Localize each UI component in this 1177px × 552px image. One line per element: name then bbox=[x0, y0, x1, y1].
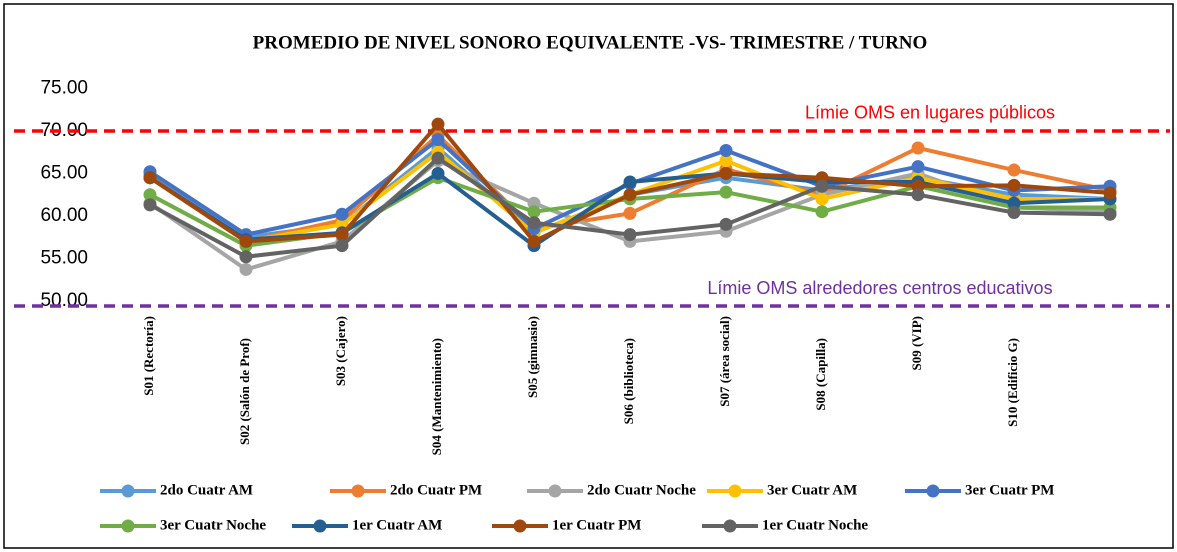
x-tick-label: S02 (Salón de Prof) bbox=[237, 338, 252, 445]
legend-marker bbox=[313, 519, 327, 533]
legend-marker bbox=[723, 519, 737, 533]
data-point bbox=[143, 198, 157, 212]
data-point bbox=[1007, 178, 1021, 192]
legend-label: 1er Cuatr Noche bbox=[762, 517, 868, 533]
data-point bbox=[527, 234, 541, 248]
data-point bbox=[1103, 186, 1117, 200]
data-point bbox=[1007, 196, 1021, 210]
legend-label: 3er Cuatr AM bbox=[767, 482, 857, 498]
reference-label: Límie OMS en lugares públicos bbox=[805, 103, 1055, 123]
data-point bbox=[719, 166, 733, 180]
legend-marker bbox=[351, 484, 365, 498]
x-tick-label: S04 (Mantenimiento) bbox=[429, 338, 444, 455]
legend-label: 1er Cuatr AM bbox=[352, 517, 442, 533]
data-point bbox=[1007, 163, 1021, 177]
y-tick-label: 75.00 bbox=[40, 78, 88, 99]
x-tick-label: S03 (Cajero) bbox=[333, 316, 348, 386]
y-tick-label: 60.00 bbox=[40, 205, 88, 226]
data-point bbox=[335, 228, 349, 242]
legend-label: 3er Cuatr PM bbox=[965, 482, 1054, 498]
legend-marker bbox=[513, 519, 527, 533]
data-point bbox=[527, 216, 541, 230]
legend-label: 1er Cuatr PM bbox=[552, 517, 641, 533]
data-point bbox=[431, 166, 445, 180]
legend-marker bbox=[926, 484, 940, 498]
data-point bbox=[143, 188, 157, 202]
x-tick-label: S01 (Rectoría) bbox=[141, 316, 156, 396]
y-tick-label: 65.00 bbox=[40, 162, 88, 183]
data-point bbox=[911, 188, 925, 202]
x-tick-label: S07 (área social) bbox=[717, 316, 732, 407]
data-point bbox=[431, 151, 445, 165]
x-tick-label: S10 (Edificio G) bbox=[1005, 338, 1020, 427]
legend-label: 2do Cuatr Noche bbox=[587, 482, 696, 498]
data-point bbox=[335, 239, 349, 253]
data-point bbox=[143, 171, 157, 185]
data-point bbox=[719, 185, 733, 199]
data-point bbox=[239, 234, 253, 248]
legend-marker bbox=[548, 484, 562, 498]
x-tick-label: S09 (VIP) bbox=[909, 316, 924, 371]
data-point bbox=[623, 228, 637, 242]
legend-label: 2do Cuatr PM bbox=[390, 482, 482, 498]
chart-title: PROMEDIO DE NIVEL SONORO EQUIVALENTE -VS… bbox=[253, 32, 928, 53]
legend-label: 3er Cuatr Noche bbox=[160, 517, 266, 533]
data-point bbox=[1103, 207, 1117, 221]
chart-frame bbox=[3, 3, 1174, 549]
data-point bbox=[623, 175, 637, 189]
y-tick-label: 55.00 bbox=[40, 247, 88, 268]
legend-marker bbox=[728, 484, 742, 498]
data-point bbox=[719, 217, 733, 231]
legend-marker bbox=[121, 519, 135, 533]
data-point bbox=[335, 207, 349, 221]
legend-marker bbox=[121, 484, 135, 498]
data-point bbox=[431, 117, 445, 131]
reference-label: Límie OMS alrededores centros educativos bbox=[707, 278, 1052, 298]
data-point bbox=[815, 179, 829, 193]
data-point bbox=[527, 205, 541, 219]
data-point bbox=[623, 188, 637, 202]
data-point bbox=[911, 141, 925, 155]
data-point bbox=[815, 192, 829, 206]
data-point bbox=[911, 160, 925, 174]
y-tick-label: 70.00 bbox=[40, 120, 88, 141]
legend-label: 2do Cuatr AM bbox=[160, 482, 253, 498]
data-point bbox=[1007, 206, 1021, 220]
data-point bbox=[719, 154, 733, 168]
data-point bbox=[431, 132, 445, 146]
x-tick-label: S08 (Capilla) bbox=[813, 338, 828, 411]
y-tick-label: 50.00 bbox=[40, 290, 88, 311]
data-point bbox=[623, 206, 637, 220]
data-point bbox=[815, 205, 829, 219]
x-tick-label: S05 (gimnasio) bbox=[525, 316, 540, 398]
x-tick-label: S06 (biblioteca) bbox=[621, 338, 636, 424]
data-point bbox=[719, 144, 733, 158]
data-point bbox=[239, 262, 253, 276]
data-point bbox=[239, 250, 253, 264]
